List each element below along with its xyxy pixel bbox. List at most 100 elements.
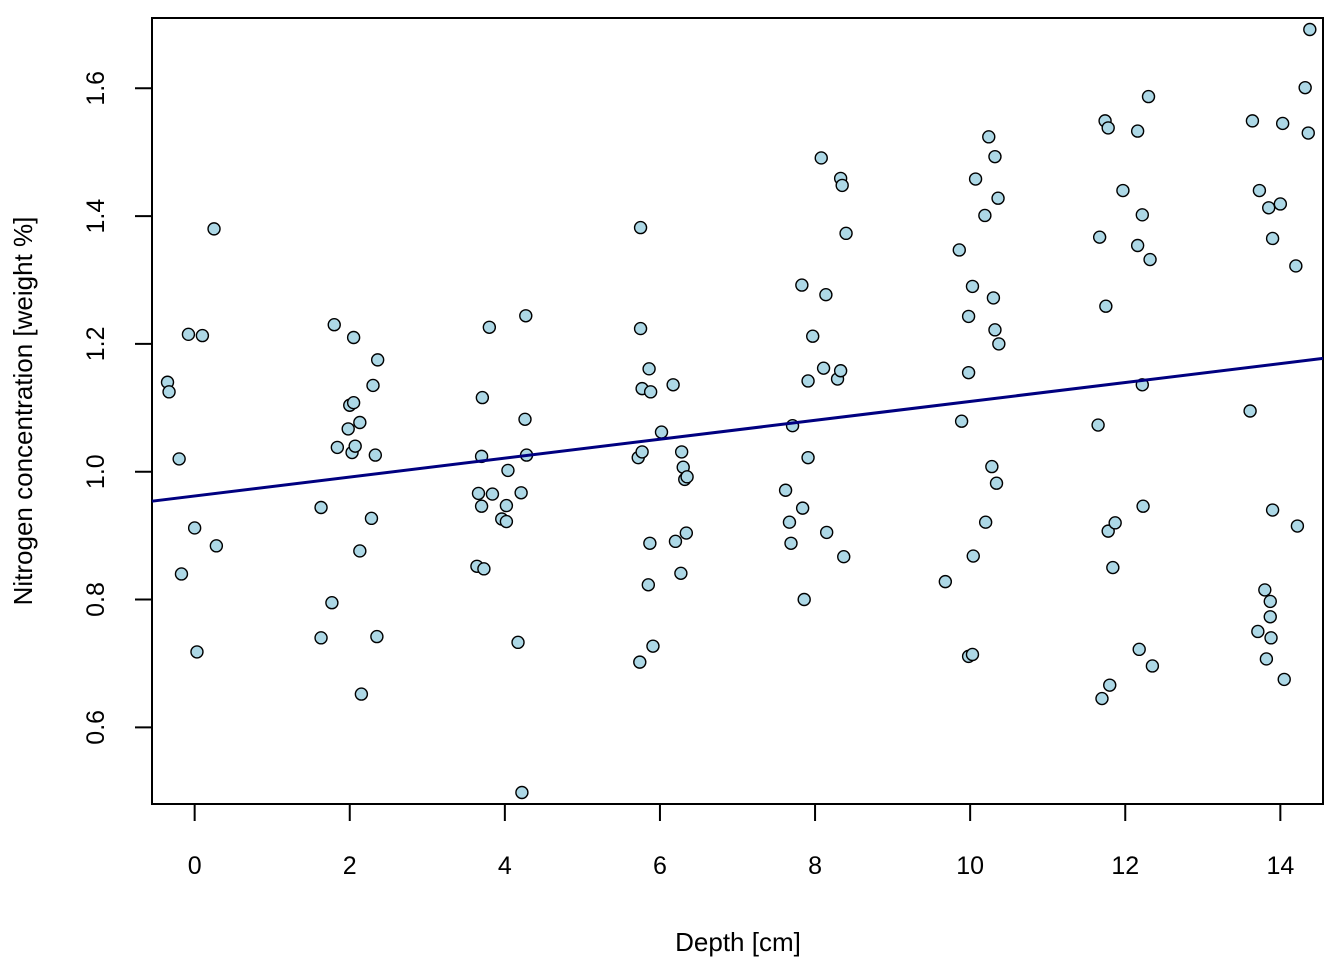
data-point [680,470,694,484]
data-point [643,385,658,399]
data-point [485,487,500,501]
data-point [965,279,980,294]
data-point [1263,610,1277,624]
data-point [642,362,656,376]
data-point [1143,252,1157,267]
data-point [1251,624,1265,639]
data-point [1106,560,1120,575]
data-point [837,549,851,564]
data-point [1091,418,1105,432]
data-point [1099,299,1113,313]
y-tick-label: 0.8 [82,582,110,617]
data-point [514,486,528,500]
data-point [471,486,486,501]
data-point [1290,519,1305,533]
data-point [1145,659,1160,673]
data-point [992,337,1006,351]
data-point [515,785,529,800]
data-point [938,574,953,589]
data-point [985,459,999,474]
data-point [346,330,361,345]
data-point [961,309,976,324]
data-point [797,592,811,607]
data-point [801,374,815,388]
data-point [1275,116,1290,131]
x-tick-label: 2 [343,852,357,880]
data-point [778,483,793,497]
data-point [475,390,490,405]
data-point [209,539,224,553]
data-point [370,353,385,367]
data-point [1116,183,1130,198]
data-point [1132,642,1146,657]
data-point [314,500,328,515]
data-point [181,327,196,342]
y-axis: 0.6 0.8 1.0 1.2 1.4 1.6 [82,71,153,745]
data-point [814,151,828,165]
data-point [633,220,648,235]
data-point [364,511,379,526]
data-point [965,647,980,662]
data-point [1245,114,1260,128]
y-tick-label: 1.6 [82,71,110,106]
data-point [1273,197,1288,211]
data-point [341,422,355,436]
data-point [989,476,1004,490]
data-point [806,329,820,343]
data-point [1103,678,1117,692]
data-point [1101,121,1115,135]
data-point [1265,231,1280,246]
data-point [1130,124,1145,138]
data-point [187,521,202,535]
data-point [1135,208,1150,222]
data-point [952,243,966,257]
x-axis-title: Depth [cm] [675,927,801,957]
data-point [366,378,380,393]
x-axis: 0 2 4 6 8 10 12 14 [188,803,1294,880]
data-point [819,525,834,540]
data-point [1301,126,1315,140]
data-point [162,385,176,399]
x-tick-label: 12 [1111,852,1139,880]
data-point [482,320,497,334]
x-tick-label: 0 [188,852,202,880]
data-point [353,415,367,430]
data-point [1092,230,1107,244]
data-point [801,450,815,465]
data-point [353,544,367,558]
data-point [674,445,689,459]
y-axis-title: Nitrogen concentration [weight %] [8,217,38,606]
data-point [1298,80,1312,95]
data-point [666,378,680,392]
data-point [370,629,384,644]
y-tick-label: 1.4 [82,199,110,234]
data-point [1259,652,1274,666]
data-point [795,278,809,292]
data-point [1130,238,1145,253]
data-point [499,514,514,529]
data-point [978,208,992,223]
regression-line-layer [151,356,1324,503]
data-point [633,655,647,669]
data-point [954,414,969,428]
points-layer [160,22,1317,800]
data-point [641,578,656,592]
data-point [643,536,657,550]
data-point [816,361,831,375]
data-point [988,149,1002,164]
data-point [1303,22,1317,37]
data-point [1108,516,1122,530]
data-point [966,549,980,563]
data-point [782,515,797,529]
data-point [519,309,533,323]
data-point [1258,583,1272,597]
data-point [1252,183,1267,198]
data-point [354,687,369,701]
data-point [646,639,660,653]
regression-line [151,356,1324,503]
data-point [654,425,669,439]
data-point [1243,404,1257,418]
data-point [1289,259,1303,273]
